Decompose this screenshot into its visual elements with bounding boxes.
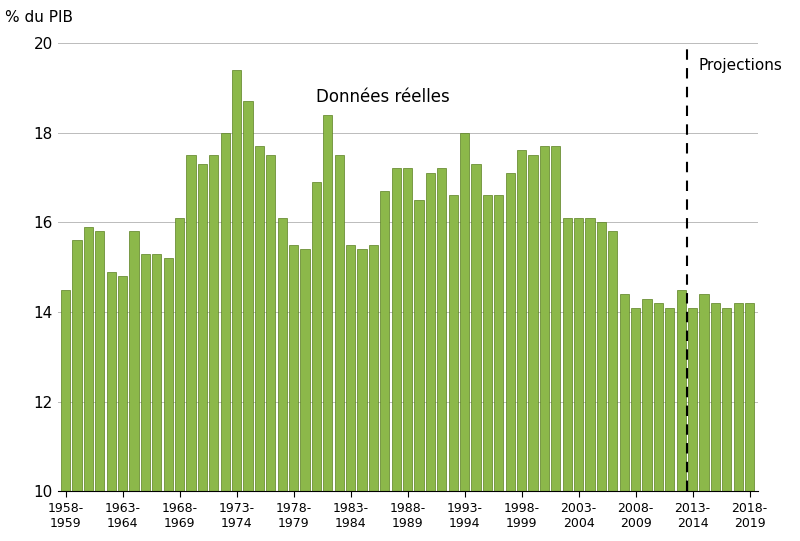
Bar <box>483 195 492 541</box>
Bar <box>562 218 572 541</box>
Bar <box>734 303 742 541</box>
Bar <box>61 289 70 541</box>
Bar <box>232 70 241 541</box>
Bar <box>266 155 275 541</box>
Text: Projections: Projections <box>698 58 782 72</box>
Bar <box>597 222 606 541</box>
Bar <box>494 195 503 541</box>
Bar <box>392 168 401 541</box>
Bar <box>369 245 378 541</box>
Bar <box>506 173 514 541</box>
Bar <box>73 240 82 541</box>
Bar <box>221 133 230 541</box>
Bar <box>243 101 253 541</box>
Text: % du PIB: % du PIB <box>5 10 73 25</box>
Bar <box>688 307 697 541</box>
Bar <box>106 272 116 541</box>
Bar <box>654 303 663 541</box>
Bar <box>642 299 651 541</box>
Bar <box>414 200 423 541</box>
Bar <box>118 276 127 541</box>
Bar <box>403 168 412 541</box>
Bar <box>460 133 469 541</box>
Bar <box>438 168 446 541</box>
Bar <box>722 307 731 541</box>
Bar <box>528 155 538 541</box>
Bar <box>312 182 321 541</box>
Bar <box>130 231 138 541</box>
Bar <box>426 173 435 541</box>
Bar <box>186 155 195 541</box>
Bar <box>346 245 355 541</box>
Bar <box>471 164 481 541</box>
Bar <box>152 254 162 541</box>
Bar <box>84 227 93 541</box>
Bar <box>278 218 286 541</box>
Bar <box>699 294 709 541</box>
Bar <box>210 155 218 541</box>
Bar <box>198 164 207 541</box>
Bar <box>677 289 686 541</box>
Bar <box>586 218 594 541</box>
Bar <box>141 254 150 541</box>
Bar <box>574 218 583 541</box>
Bar <box>608 231 618 541</box>
Bar <box>255 146 264 541</box>
Text: Données réelles: Données réelles <box>316 88 450 105</box>
Bar <box>380 191 390 541</box>
Bar <box>710 303 720 541</box>
Bar <box>665 307 674 541</box>
Bar <box>301 249 310 541</box>
Bar <box>323 115 332 541</box>
Bar <box>164 258 173 541</box>
Bar <box>619 294 629 541</box>
Bar <box>551 146 560 541</box>
Bar <box>449 195 458 541</box>
Bar <box>175 218 184 541</box>
Bar <box>358 249 366 541</box>
Bar <box>517 150 526 541</box>
Bar <box>631 307 640 541</box>
Bar <box>289 245 298 541</box>
Bar <box>334 155 344 541</box>
Bar <box>95 231 104 541</box>
Bar <box>745 303 754 541</box>
Bar <box>540 146 549 541</box>
